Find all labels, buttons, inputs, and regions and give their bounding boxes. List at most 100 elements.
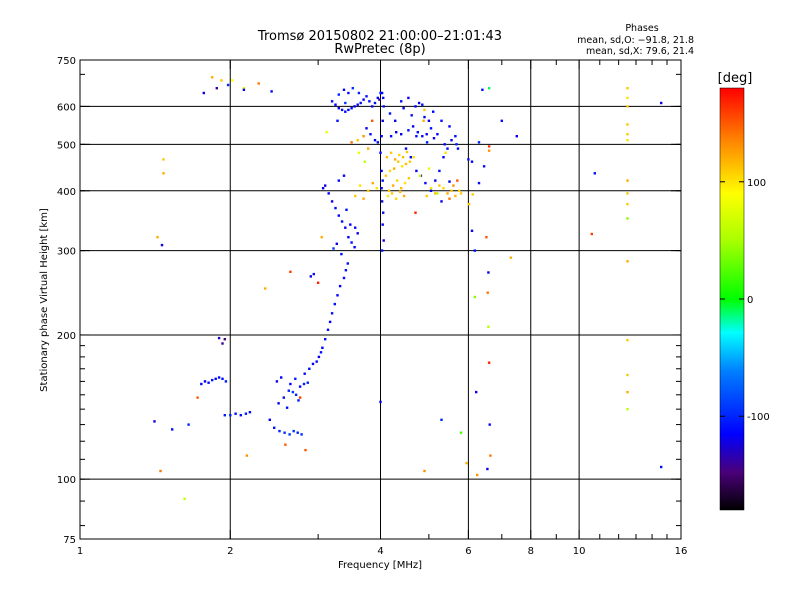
data-point	[330, 312, 334, 315]
data-point	[282, 396, 285, 399]
colorbar-label: [deg]	[718, 71, 753, 86]
data-point	[354, 226, 357, 229]
data-point	[380, 91, 384, 95]
data-point	[488, 423, 491, 426]
data-point	[373, 101, 377, 105]
data-point	[381, 119, 384, 122]
data-point	[382, 211, 385, 214]
data-point	[473, 295, 476, 299]
x-axis-label: Frequency [MHz]	[338, 560, 422, 571]
data-point	[332, 247, 335, 250]
data-point	[337, 179, 340, 182]
data-point	[326, 328, 330, 331]
data-point	[356, 139, 359, 142]
data-point	[660, 465, 663, 469]
data-point	[350, 241, 353, 244]
data-point	[388, 169, 392, 173]
data-point	[500, 119, 503, 122]
data-point	[475, 390, 478, 394]
data-point	[321, 346, 324, 349]
data-point	[395, 197, 398, 200]
data-point	[379, 91, 382, 95]
data-point	[384, 174, 388, 177]
data-point	[416, 131, 419, 134]
data-point	[442, 187, 445, 190]
data-point	[454, 194, 457, 198]
data-point	[487, 271, 490, 274]
data-point	[215, 87, 218, 90]
data-point	[626, 179, 629, 182]
data-point	[333, 302, 336, 306]
data-point	[434, 179, 437, 182]
data-point	[415, 169, 418, 173]
data-point	[356, 232, 359, 235]
data-point	[242, 87, 246, 90]
data-point	[229, 414, 232, 417]
data-point	[187, 423, 190, 426]
data-point	[390, 192, 394, 195]
x-tick-label: 8	[528, 546, 534, 557]
data-point	[292, 429, 295, 433]
data-point	[394, 119, 397, 122]
data-point	[448, 125, 451, 128]
data-point	[485, 236, 488, 239]
data-point	[407, 177, 411, 180]
x-tick-label: 10	[573, 546, 586, 557]
data-point	[389, 151, 393, 154]
data-point	[294, 377, 297, 380]
data-point	[337, 93, 340, 96]
data-point	[448, 180, 451, 183]
data-point	[365, 127, 368, 130]
data-point	[344, 101, 347, 105]
data-point	[350, 107, 353, 110]
data-point	[381, 223, 384, 226]
data-point	[371, 181, 374, 185]
y-tick-label: 300	[57, 247, 76, 258]
data-point	[221, 342, 224, 345]
data-point	[200, 382, 203, 386]
data-point	[287, 389, 290, 392]
data-point	[402, 194, 406, 198]
data-point	[380, 169, 383, 173]
data-point	[298, 396, 302, 399]
stats-line-x: mean, sd,X: 79.6, 21.4	[586, 46, 694, 57]
data-point	[443, 143, 446, 146]
data-point	[365, 95, 368, 98]
data-point	[203, 380, 207, 383]
x-tick-label: 2	[227, 546, 233, 557]
y-tick-label: 100	[57, 475, 76, 486]
data-point	[278, 429, 281, 433]
data-point	[303, 372, 306, 375]
data-point	[395, 131, 398, 134]
data-point	[487, 145, 491, 148]
data-point	[436, 133, 439, 136]
data-point	[381, 179, 384, 182]
data-point	[448, 197, 451, 200]
data-point	[214, 377, 217, 380]
data-point	[400, 100, 403, 103]
data-point	[342, 174, 346, 177]
data-point	[376, 141, 379, 144]
data-point	[183, 497, 186, 500]
y-tick-label: 400	[57, 187, 76, 198]
data-point	[380, 135, 383, 138]
data-point	[231, 79, 234, 82]
data-point	[421, 135, 424, 138]
data-point	[283, 431, 286, 434]
data-point	[378, 98, 381, 101]
data-point	[446, 192, 449, 195]
data-point	[473, 249, 476, 252]
data-point	[382, 239, 385, 242]
data-point	[470, 160, 474, 163]
data-point	[159, 469, 162, 473]
data-point	[438, 184, 441, 187]
data-point	[217, 376, 221, 379]
data-point	[486, 467, 489, 471]
data-point	[357, 151, 361, 154]
data-point	[459, 192, 463, 195]
data-point	[414, 105, 417, 108]
x-tick-label: 4	[377, 546, 383, 557]
data-point	[362, 98, 365, 101]
data-point	[429, 187, 433, 190]
data-point	[306, 381, 309, 384]
